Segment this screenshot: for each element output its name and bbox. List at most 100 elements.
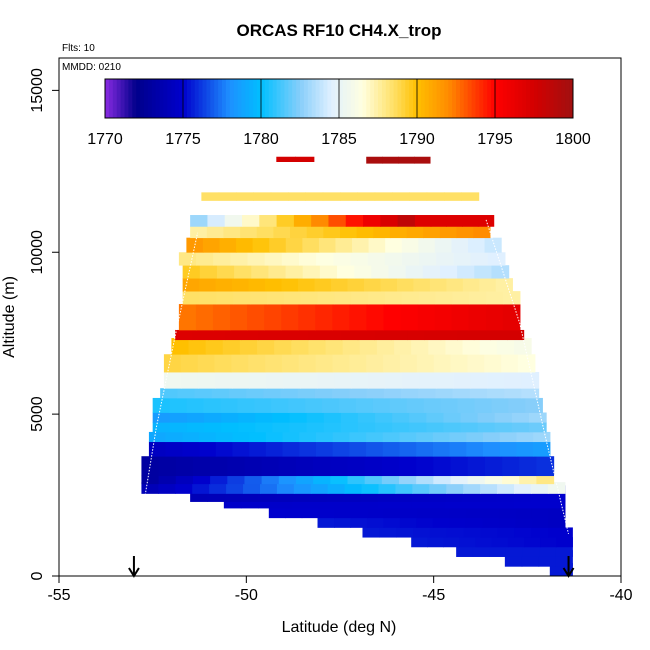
colorbar-segment — [206, 79, 211, 118]
heatmap-cell — [418, 291, 437, 305]
heatmap-cell — [163, 372, 182, 389]
heatmap-cell — [479, 278, 497, 292]
heatmap-cell — [368, 291, 386, 305]
heatmap-cell — [349, 441, 367, 457]
heatmap-cell — [256, 226, 274, 239]
heatmap-cell — [462, 215, 479, 227]
heatmap-cell — [281, 354, 300, 373]
colorbar-segment — [553, 79, 558, 118]
colorbar-segment — [569, 79, 574, 118]
heatmap-cell — [357, 422, 376, 433]
heatmap-cell — [340, 412, 359, 423]
heatmap-cell — [366, 354, 384, 373]
x-tick-label: -50 — [235, 587, 258, 604]
heatmap-cell — [416, 441, 434, 457]
heatmap-cell — [390, 329, 409, 341]
colorbar-tick-label: 1795 — [477, 131, 513, 148]
y-axis-label: Altitude (m) — [1, 276, 18, 358]
colorbar-segment — [120, 79, 125, 118]
heatmap-cell — [313, 456, 331, 477]
colorbar-segment — [183, 79, 188, 118]
heatmap-cell — [152, 412, 171, 423]
heatmap-cell — [499, 431, 517, 443]
heatmap-cell — [395, 482, 413, 494]
heatmap-cell — [190, 215, 209, 227]
heatmap-cell — [243, 482, 261, 494]
colorbar-segment — [475, 79, 480, 118]
heatmap-cell — [416, 431, 434, 443]
heatmap-cell — [305, 397, 323, 413]
heatmap-cell — [484, 456, 503, 477]
colorbar-segment — [245, 79, 250, 118]
heatmap-cell — [208, 329, 226, 341]
heatmap-cell — [368, 237, 386, 253]
heatmap-cell — [141, 482, 159, 494]
heatmap-cell — [224, 329, 243, 341]
heatmap-cell — [238, 412, 256, 423]
colorbar-segment — [350, 79, 356, 118]
colorbar-segment — [378, 79, 383, 118]
heatmap-cell — [480, 482, 498, 494]
heatmap-cell — [246, 388, 264, 399]
heatmap-cell — [210, 475, 228, 485]
heatmap-cell — [291, 329, 309, 341]
heatmap-cell — [215, 278, 233, 292]
heatmap-cell — [300, 372, 318, 389]
heatmap-cell — [272, 422, 291, 433]
heatmap-cell — [220, 397, 238, 413]
colorbar-segment — [276, 79, 281, 118]
heatmap-cell — [169, 397, 188, 413]
heatmap-cell — [199, 441, 217, 457]
heatmap-cell — [397, 215, 416, 227]
colorbar-segment — [222, 79, 227, 118]
heatmap-cell — [249, 441, 267, 457]
heatmap-cell — [340, 192, 358, 201]
heatmap-cell — [364, 456, 383, 477]
heatmap-cell — [241, 329, 259, 341]
heatmap-cell — [195, 304, 214, 331]
heatmap-cell — [182, 441, 200, 457]
heatmap-cell — [186, 237, 204, 253]
heatmap-cell — [224, 215, 243, 227]
heatmap-cell — [416, 354, 435, 373]
colorbar-segment — [534, 79, 539, 118]
heatmap-cell — [308, 338, 327, 355]
heatmap-cell — [400, 304, 419, 331]
heatmap-cell — [298, 304, 316, 331]
heatmap-cell — [385, 237, 403, 253]
heatmap-cell — [339, 397, 357, 413]
heatmap-cell — [295, 456, 314, 477]
heatmap-cell — [451, 304, 470, 331]
heatmap-cell — [347, 475, 366, 485]
colorbar-segment — [471, 79, 476, 118]
colorbar-segment — [105, 79, 110, 118]
heatmap-cell — [381, 456, 400, 477]
heatmap-cell — [314, 278, 332, 292]
heatmap-cell — [453, 372, 472, 389]
heatmap-cell — [310, 482, 329, 494]
heatmap-cell — [367, 252, 386, 266]
heatmap-cell — [148, 441, 167, 457]
heatmap-cell — [165, 441, 183, 457]
heatmap-cell — [484, 354, 502, 373]
heatmap-cell — [382, 441, 401, 457]
colorbar-segment — [327, 79, 332, 118]
heatmap-cell — [497, 482, 515, 494]
heatmap-cell — [450, 354, 468, 373]
x-axis-label: Latitude (deg N) — [282, 619, 397, 636]
colorbar-segment — [342, 79, 348, 118]
heatmap-cell — [289, 412, 308, 423]
heatmap-cell — [460, 412, 479, 423]
y-tick-label: 5000 — [29, 396, 46, 432]
colorbar-segment — [432, 79, 437, 118]
heatmap-cell — [290, 226, 308, 239]
heatmap-cell — [366, 304, 385, 331]
colorbar-segment — [214, 79, 219, 118]
heatmap-cell — [356, 226, 374, 239]
colorbar-segment — [264, 79, 270, 118]
heatmap-cell — [221, 412, 239, 423]
heatmap-cell — [347, 278, 365, 292]
heatmap-cell — [380, 278, 398, 292]
colorbar-segment — [136, 79, 141, 118]
heatmap-cell — [206, 226, 225, 239]
